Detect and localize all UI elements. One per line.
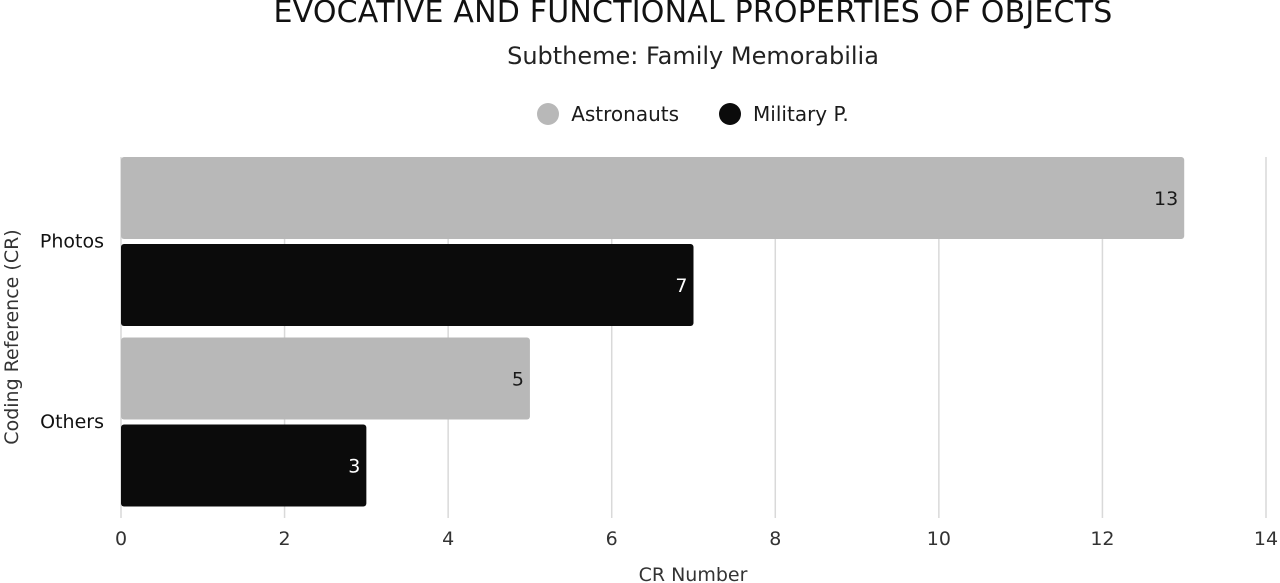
x-tick-label: 0 <box>115 528 127 550</box>
bar-others-1[interactable] <box>121 424 367 507</box>
data-label: 13 <box>1154 188 1178 210</box>
x-tick-label: 4 <box>442 528 454 550</box>
bars: 13 7 5 3 <box>121 157 1185 507</box>
category-label: Photos <box>40 231 104 253</box>
x-tick-label: 12 <box>1090 528 1114 550</box>
x-tick-label: 8 <box>769 528 781 550</box>
category-labels: Photos Others <box>40 231 104 434</box>
chart-title: EVOCATIVE AND FUNCTIONAL PROPERTIES OF O… <box>273 0 1113 30</box>
legend-swatch-astronauts <box>537 103 560 125</box>
x-tick-label: 2 <box>279 528 291 550</box>
data-label: 3 <box>348 456 360 478</box>
legend-label-military: Military P. <box>753 102 849 126</box>
bar-others-0[interactable] <box>121 337 530 420</box>
bar-photos-0[interactable] <box>121 157 1185 239</box>
data-label: 5 <box>512 369 524 391</box>
chart-subtitle: Subtheme: Family Memorabilia <box>507 42 879 70</box>
legend-item-military[interactable]: Military P. <box>719 102 849 126</box>
x-tick-label: 10 <box>927 528 951 550</box>
y-axis-title: Coding Reference (CR) <box>1 229 23 444</box>
legend-label-astronauts: Astronauts <box>571 102 680 126</box>
data-label: 7 <box>675 275 687 297</box>
x-tick-label: 6 <box>606 528 618 550</box>
x-tick-label: 14 <box>1254 528 1278 550</box>
category-label: Others <box>40 411 104 433</box>
x-axis-title: CR Number <box>639 564 748 583</box>
legend-swatch-military <box>719 103 742 125</box>
legend: Astronauts Military P. <box>0 102 1280 126</box>
bar-photos-1[interactable] <box>121 244 694 326</box>
x-tick-labels: 0 2 4 6 8 10 12 14 <box>115 528 1278 550</box>
legend-item-astronauts[interactable]: Astronauts <box>537 102 679 126</box>
